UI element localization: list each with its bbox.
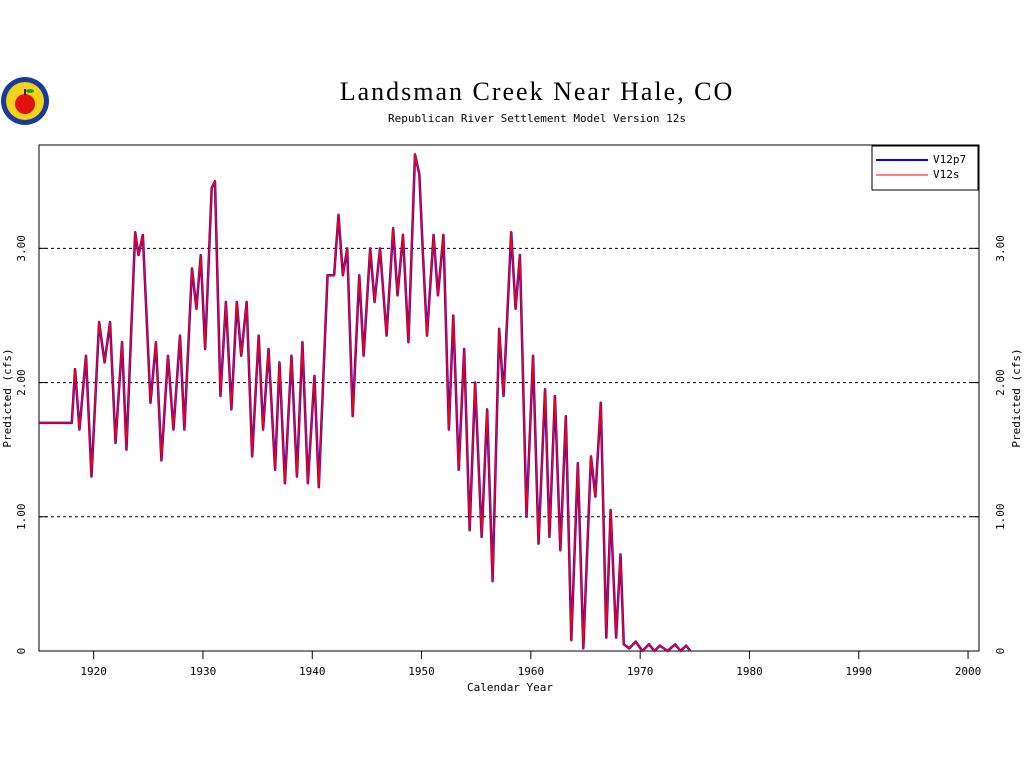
y-tick-label: 3.00: [15, 235, 28, 262]
x-axis-label: Calendar Year: [467, 681, 553, 694]
x-tick-label: 1940: [299, 665, 326, 678]
plot-frame: [38, 144, 980, 652]
x-tick-label: 1980: [736, 665, 763, 678]
x-tick-label: 1960: [518, 665, 545, 678]
y2-tick-label: 1.00: [994, 504, 1007, 531]
x-tick-label: 2000: [955, 665, 982, 678]
y-tick-label: 1.00: [15, 504, 28, 531]
legend-label: V12s: [933, 168, 960, 181]
x-tick-label: 1950: [408, 665, 435, 678]
x-tick-label: 1920: [80, 665, 107, 678]
y-tick-label: 2.00: [15, 369, 28, 396]
x-tick-label: 1930: [190, 665, 217, 678]
data-line: [39, 153, 692, 652]
y2-tick-label: 3.00: [994, 235, 1007, 262]
chart-title: Landsman Creek Near Hale, CO: [340, 77, 735, 106]
x-tick-label: 1990: [846, 665, 873, 678]
data-line: [39, 153, 692, 653]
legend-label: V12p7: [933, 153, 966, 166]
y-axis-label: Predicted (cfs): [1, 348, 14, 447]
x-tick-label: 1970: [627, 665, 654, 678]
y2-tick-label: 0: [994, 648, 1007, 655]
y-tick-label: 0: [15, 648, 28, 655]
chart-subtitle: Republican River Settlement Model Versio…: [388, 112, 686, 125]
logo: [1, 77, 49, 125]
y2-axis-label: Predicted (cfs): [1010, 348, 1023, 447]
y2-tick-label: 2.00: [994, 369, 1007, 396]
legend-box: [871, 145, 979, 191]
